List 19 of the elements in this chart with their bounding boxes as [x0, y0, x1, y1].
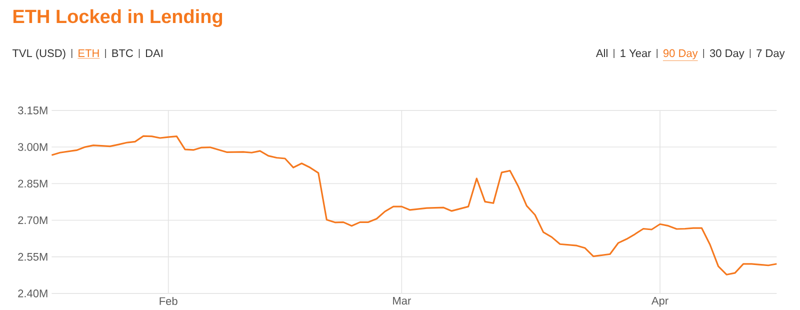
- y-tick-label: 2.40M: [18, 289, 48, 298]
- y-tick-label: 3.15M: [18, 106, 48, 114]
- x-tick-label: Mar: [393, 296, 411, 305]
- text: DAI: [146, 49, 162, 57]
- y-tick-label: 2.85M: [18, 180, 48, 188]
- text: TVL (USD): [12, 48, 66, 60]
- x-tick-label: Feb: [160, 296, 178, 305]
- y-tick-label: 3.00M: [18, 143, 48, 151]
- text: 90 Day: [663, 49, 698, 60]
- text: All: [596, 48, 608, 57]
- chart-title: ETH Locked in Lending: [13, 9, 222, 27]
- text: 1 Year: [620, 49, 652, 58]
- text: 30 Day: [710, 49, 744, 60]
- text: BTC: [112, 49, 133, 58]
- y-tick-label: 2.70M: [18, 216, 48, 224]
- text: ETH: [78, 49, 99, 57]
- x-tick-label: Apr: [651, 296, 668, 307]
- y-tick-label: 2.55M: [18, 252, 48, 261]
- text: 7 Day: [756, 49, 785, 60]
